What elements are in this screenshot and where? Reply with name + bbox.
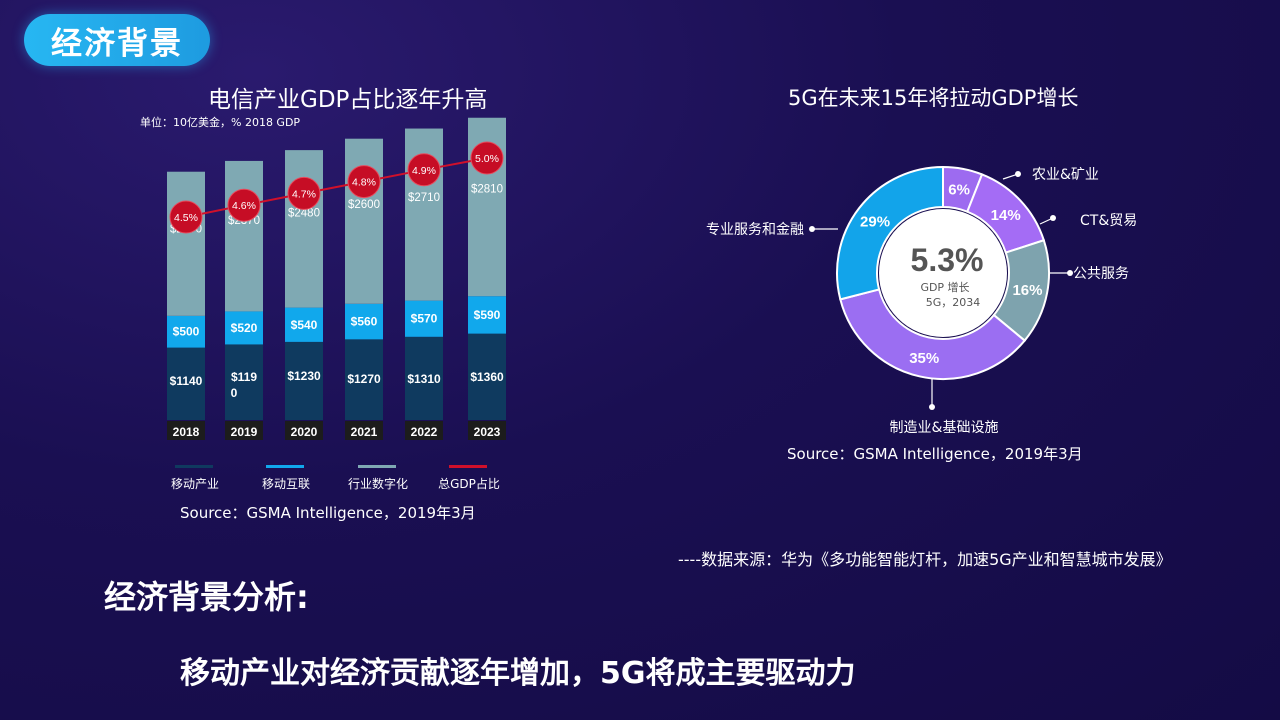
analysis-title: 经济背景分析: xyxy=(104,578,309,616)
center-value: 5.3% xyxy=(911,242,984,278)
legend-label: 移动互联 xyxy=(262,477,310,491)
category-box xyxy=(167,421,205,440)
donut-slice xyxy=(836,165,944,301)
legend-swatch xyxy=(266,465,304,468)
data-label: $500 xyxy=(173,325,200,339)
data-label: $590 xyxy=(474,308,501,322)
callout-dot xyxy=(929,404,935,410)
line-point-label: 4.6% xyxy=(232,200,256,212)
bar-chart-unit: 单位：10亿美金，% 2018 GDP xyxy=(140,116,301,129)
line-point xyxy=(287,176,321,210)
data-label: $1360 xyxy=(470,370,504,384)
slice-value-label: 6% xyxy=(948,182,970,199)
category-box xyxy=(225,421,263,440)
data-label: $2480 xyxy=(288,207,320,219)
data-label: 0 xyxy=(231,386,238,400)
category-label: 2021 xyxy=(351,425,378,439)
line-point xyxy=(407,153,441,187)
section-title: 经济背景 xyxy=(24,14,210,66)
line-point xyxy=(169,200,203,234)
slice-name-label: 公共服务 xyxy=(1073,266,1129,282)
legend-swatch xyxy=(449,465,487,468)
category-label: 2018 xyxy=(173,425,200,439)
callout-dot xyxy=(809,226,815,232)
callout-dot xyxy=(1050,215,1056,221)
line-point-label: 4.9% xyxy=(412,165,436,177)
bar-segment xyxy=(285,150,323,308)
legend-label: 行业数字化 xyxy=(348,476,408,491)
data-source-note: ----数据来源：华为《多功能智能灯杆，加速5G产业和智慧城市发展》 xyxy=(678,550,1172,569)
slice-name-label: 农业&矿业 xyxy=(1032,167,1099,183)
data-label: $2600 xyxy=(348,199,380,211)
slice-name-label: 制造业&基础设施 xyxy=(890,419,999,436)
bar-segment xyxy=(225,311,263,345)
bar-segment xyxy=(345,138,383,304)
line-point-label: 4.8% xyxy=(352,177,376,189)
callout-dot xyxy=(1015,171,1021,177)
bar-segment xyxy=(225,160,263,312)
category-label: 2022 xyxy=(411,425,438,439)
bar-segment xyxy=(468,333,506,420)
analysis-point: 移动产业对经济贡献逐年增加，5G将成主要驱动力 xyxy=(180,656,856,691)
data-label: $540 xyxy=(291,318,318,332)
category-box xyxy=(285,421,323,440)
slice-name-label: 专业服务和金融 xyxy=(706,222,804,238)
donut-center xyxy=(879,209,1007,337)
bar-segment xyxy=(468,296,506,334)
category-box xyxy=(345,421,383,440)
slice-value-label: 14% xyxy=(991,207,1021,224)
slice-value-label: 16% xyxy=(1012,282,1042,299)
bar-segment xyxy=(285,307,323,342)
donut-chart-title: 5G在未来15年将拉动GDP增长 xyxy=(788,86,1079,110)
line-point xyxy=(227,188,261,222)
legend-label: 移动产业 xyxy=(171,477,219,491)
data-label: $520 xyxy=(231,321,258,335)
data-label: $1140 xyxy=(170,374,203,388)
category-box xyxy=(468,421,506,440)
bar-segment xyxy=(167,347,205,420)
legend-swatch xyxy=(175,465,213,468)
bar-segment xyxy=(345,303,383,340)
callout-dot xyxy=(1067,270,1073,276)
bar-segment xyxy=(405,300,443,337)
category-label: 2020 xyxy=(291,425,318,439)
line-point xyxy=(347,165,381,199)
line-point-label: 4.5% xyxy=(174,212,198,224)
line-point-label: 4.7% xyxy=(292,188,316,200)
bar-chart-source: Source：GSMA Intelligence，2019年3月 xyxy=(180,504,476,522)
data-label: $1310 xyxy=(407,372,441,386)
data-label: $1230 xyxy=(287,369,321,383)
category-label: 2019 xyxy=(231,425,258,439)
bar-segment xyxy=(167,171,205,316)
data-label: $1270 xyxy=(347,372,381,386)
data-label: $2710 xyxy=(408,192,440,204)
bar-segment xyxy=(225,344,263,420)
data-label: $560 xyxy=(351,315,378,329)
data-label: $119 xyxy=(231,370,257,384)
slice-name-label: CT&贸易 xyxy=(1080,213,1137,229)
bar-segment xyxy=(167,315,205,348)
donut-slice xyxy=(839,288,1027,380)
data-label: $2810 xyxy=(471,184,503,196)
bar-segment xyxy=(345,339,383,420)
slice-value-label: 35% xyxy=(909,350,939,367)
center-label: GDP 增长 xyxy=(920,280,969,294)
slice-value-label: 29% xyxy=(860,213,890,230)
category-label: 2023 xyxy=(474,425,501,439)
legend-swatch xyxy=(358,465,396,468)
category-box xyxy=(405,421,443,440)
legend-label: 总GDP占比 xyxy=(438,476,500,491)
bar-segment xyxy=(285,341,323,420)
line-point xyxy=(470,141,504,175)
bar-chart-title: 电信产业GDP占比逐年升高 xyxy=(208,87,488,113)
data-label: $570 xyxy=(411,312,438,326)
line-point-label: 5.0% xyxy=(475,153,499,165)
center-label: 5G，2034 xyxy=(926,296,981,309)
bar-segment xyxy=(405,336,443,420)
donut-chart-source: Source：GSMA Intelligence，2019年3月 xyxy=(787,445,1083,463)
